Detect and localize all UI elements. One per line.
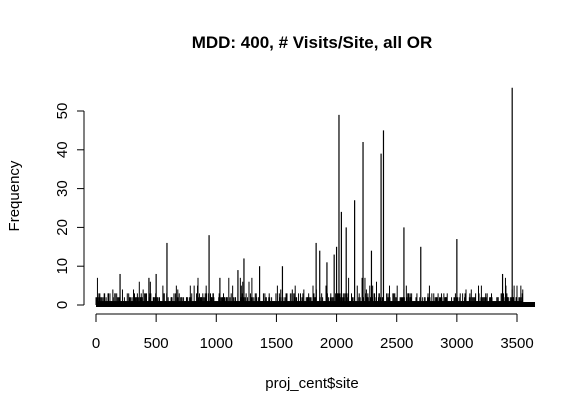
y-axis: 0 10 20 30 40 50 (54, 103, 85, 309)
x-tick-label: 2500 (380, 335, 413, 352)
y-tick-label: 30 (54, 180, 71, 197)
y-tick-label: 10 (54, 258, 71, 275)
x-tick-label: 3000 (440, 335, 473, 352)
x-tick-label: 1500 (260, 335, 293, 352)
x-tick-label: 2000 (320, 335, 353, 352)
y-tick-label: 0 (54, 301, 71, 309)
y-tick-label: 20 (54, 219, 71, 236)
x-tick-label: 0 (92, 335, 100, 352)
x-tick-label: 500 (144, 335, 169, 352)
baseline-bars (96, 302, 536, 307)
y-tick-label: 40 (54, 141, 71, 158)
y-axis-label: Frequency (6, 160, 23, 231)
x-tick-label: 3500 (500, 335, 533, 352)
x-axis-label: proj_cent$site (265, 375, 358, 392)
x-axis: 0 500 1000 1500 2000 2500 3000 3500 (92, 313, 534, 352)
chart-title: MDD: 400, # Visits/Site, all OR (192, 33, 433, 52)
x-tick-label: 1000 (200, 335, 233, 352)
y-tick-label: 50 (54, 103, 71, 120)
bars-group (95, 87, 536, 307)
